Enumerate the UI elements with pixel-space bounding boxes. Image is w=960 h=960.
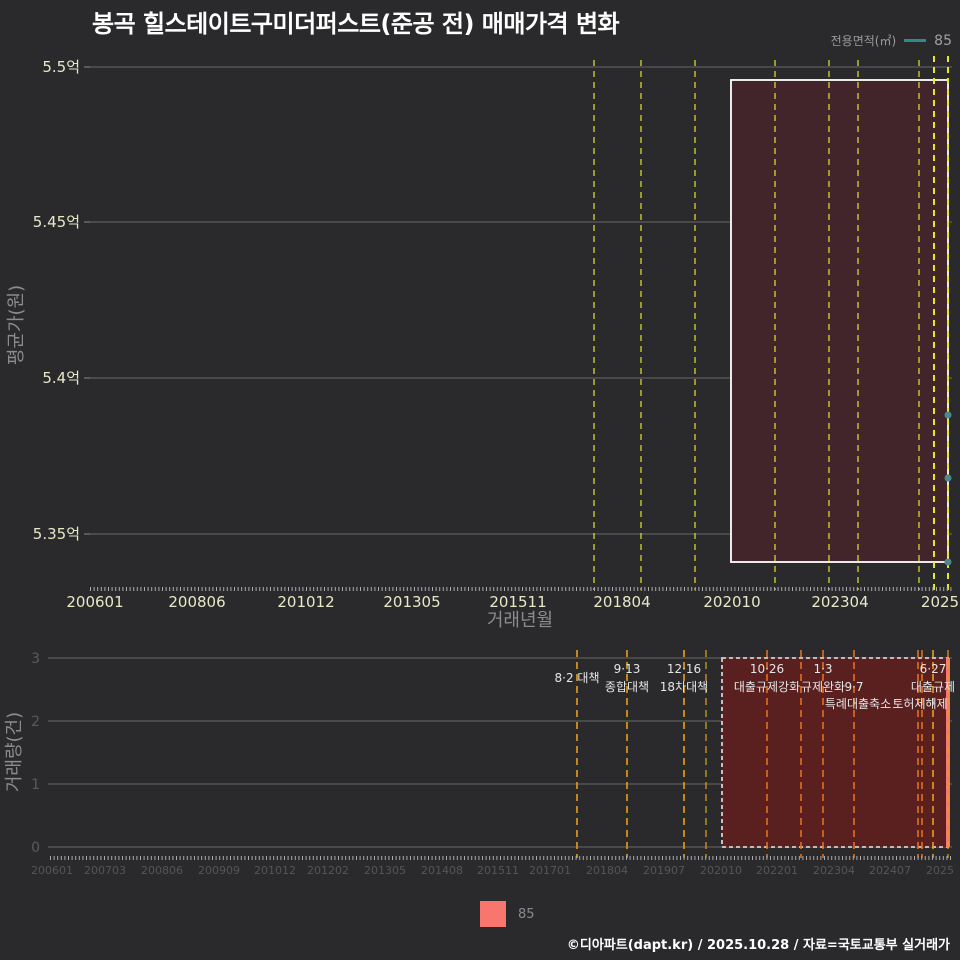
legend-bottom: 85: [480, 901, 535, 927]
data-point: [944, 411, 952, 419]
annotation: 규제완화: [801, 680, 845, 694]
x-tick-label: 201408: [421, 864, 463, 877]
annotation: 1·3: [813, 662, 832, 676]
y-axis-title: 거래량(건): [4, 712, 25, 792]
x-tick-label: 2025: [921, 593, 959, 611]
x-tick-label: 201701: [529, 864, 571, 877]
y-axis-title: 평균가(원): [6, 285, 27, 365]
annotation: 9·7: [844, 680, 863, 694]
x-tick-label: 201907: [643, 864, 685, 877]
x-tick-label: 202407: [869, 864, 911, 877]
x-tick-label: 200601: [31, 864, 73, 877]
x-tick-label: 201202: [307, 864, 349, 877]
x-tick-label: 2025: [926, 864, 954, 877]
bottom-panel: 3 2 1 0 거래량(건) 8·2 대책 9·13 종합대책 12·16: [4, 650, 955, 877]
y-tick-label: 0: [31, 840, 40, 856]
x-tick-label: 201305: [364, 864, 406, 877]
annotation: 6·27: [920, 662, 947, 676]
top-panel: 5.5억 5.45억 5.4억 5.35억 평균가(원) 200601 2008…: [6, 56, 959, 631]
x-tick-label: 200703: [84, 864, 126, 877]
highlight-region: [730, 79, 949, 563]
x-tick-label: 201305: [383, 593, 440, 611]
annotation: 10·26: [750, 662, 784, 676]
annotation: 대출규제: [911, 680, 955, 694]
annotation: 토허제해제: [892, 697, 947, 711]
x-tick-label: 200909: [198, 864, 240, 877]
x-tick-label: 201804: [593, 593, 650, 611]
x-tick-label: 202304: [813, 864, 855, 877]
highlight-region: [721, 657, 949, 848]
annotation: 12·16: [667, 662, 701, 676]
chart-title: 봉곡 힐스테이트구미더퍼스트(준공 전) 매매가격 변화: [92, 10, 620, 38]
x-tick-label: 200806: [141, 864, 183, 877]
annotation: 종합대책: [605, 679, 649, 694]
footer-credit: ©디아파트(dapt.kr) / 2025.10.28 / 자료=국토교통부 실…: [566, 938, 950, 953]
legend-line-icon: [904, 39, 927, 42]
x-axis-title: 거래년월: [487, 610, 553, 631]
event-lines: [576, 650, 934, 858]
legend-top: 전용면적(㎡) 85: [831, 32, 952, 49]
y-tick-label: 3: [31, 651, 40, 667]
data-point: [944, 474, 952, 482]
annotation: 대출규제강화: [734, 680, 800, 694]
y-tick-label: 5.35억: [33, 525, 80, 543]
y-tick-label: 1: [31, 777, 40, 793]
x-tick-label: 201012: [254, 864, 296, 877]
annotation: 특례대출축소: [825, 697, 891, 711]
x-tick-label: 200806: [168, 593, 225, 611]
x-tick-label: 202010: [703, 593, 760, 611]
legend-item-85: 85: [934, 32, 952, 49]
x-tick-label: 201804: [586, 864, 628, 877]
data-point: [944, 558, 952, 566]
annotation: 9·13: [614, 662, 641, 676]
legend-swatch-icon: [480, 901, 506, 927]
y-tick-label: 5.45억: [33, 213, 80, 231]
x-tick-label: 202010: [700, 864, 742, 877]
x-tick-label: 200601: [66, 593, 123, 611]
x-tick-label: 202201: [756, 864, 798, 877]
y-tick-label: 5.5억: [42, 58, 80, 76]
y-tick-label: 2: [31, 714, 40, 730]
x-tick-label: 201511: [489, 593, 546, 611]
legend-title: 전용면적(㎡): [830, 34, 897, 48]
x-tick-label: 201511: [477, 864, 519, 877]
event-lines: [593, 56, 949, 590]
x-tick-label: 201012: [277, 593, 334, 611]
legend-item-85: 85: [518, 906, 535, 922]
annotation: 18차대책: [660, 679, 708, 694]
y-tick-label: 5.4억: [42, 369, 80, 387]
x-tick-label: 202304: [811, 593, 868, 611]
annotation: 8·2 대책: [555, 670, 600, 685]
